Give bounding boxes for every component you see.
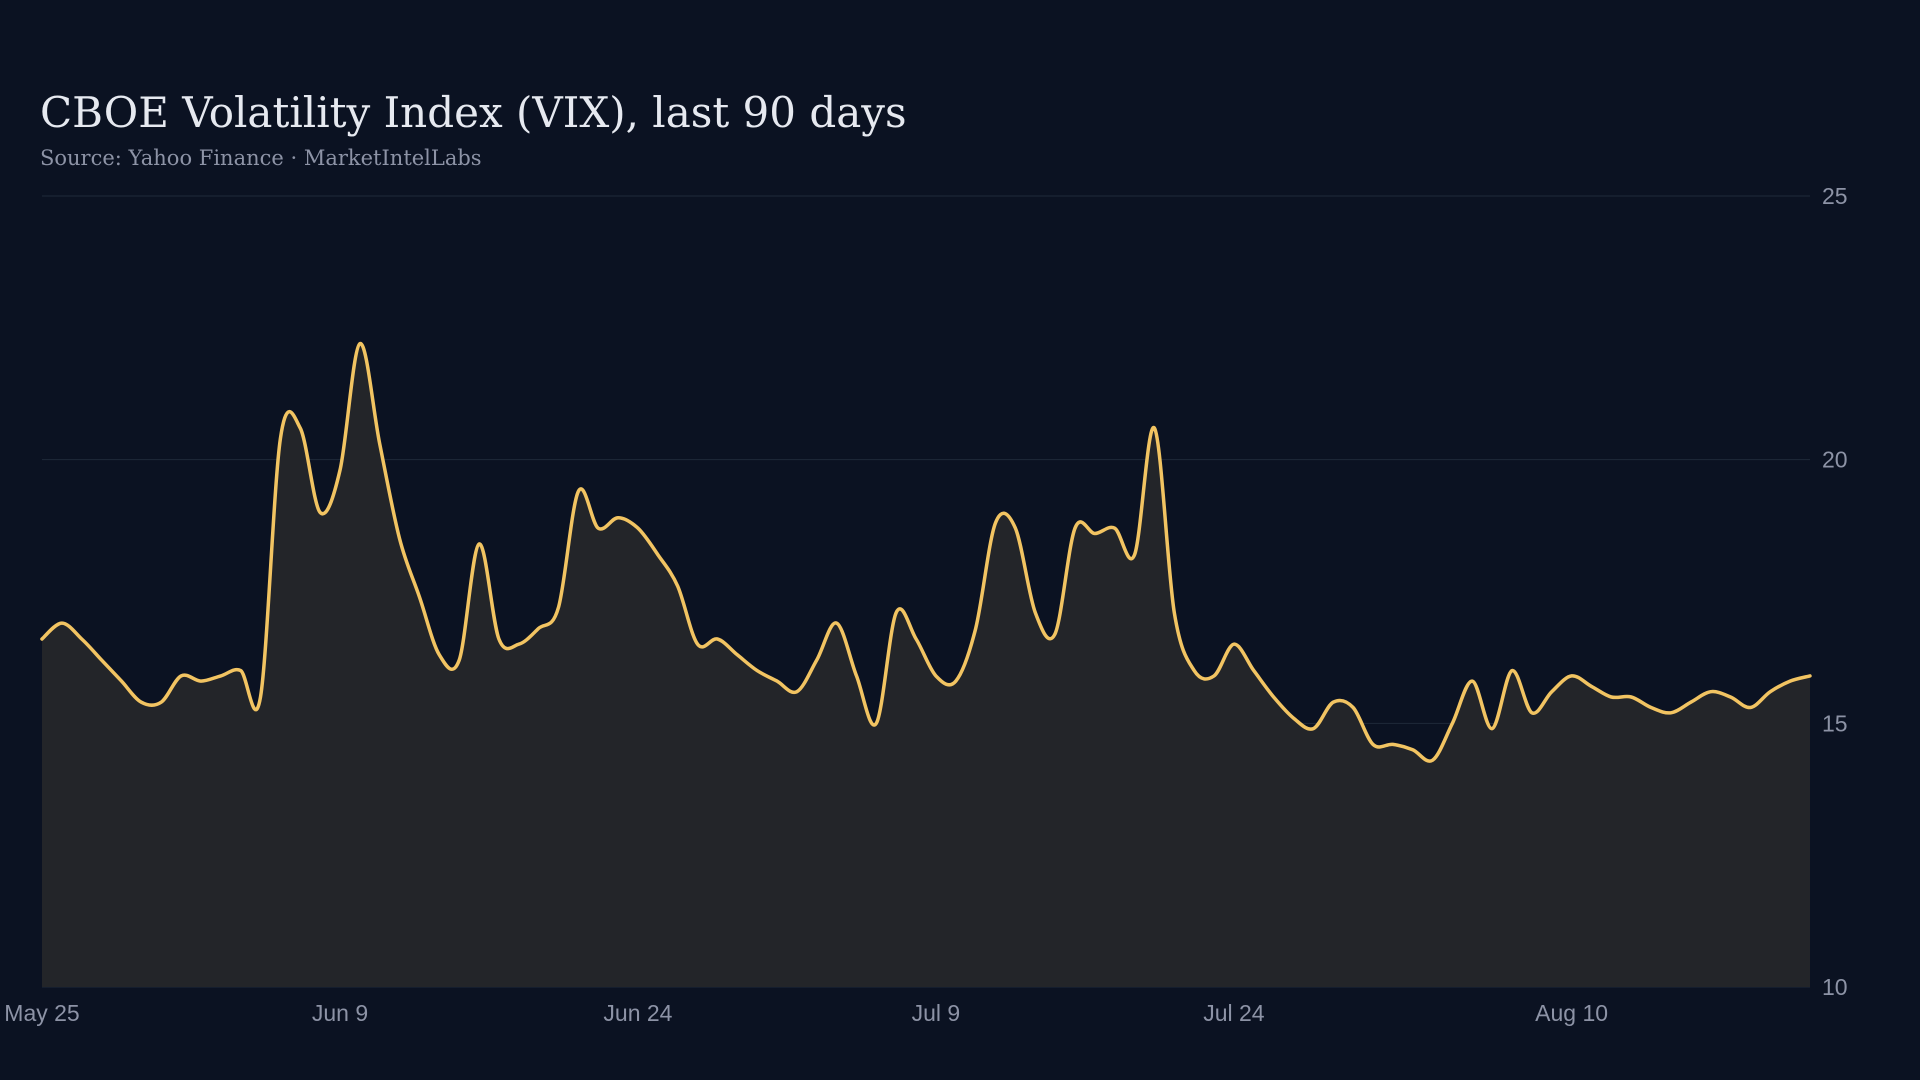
chart-title: CBOE Volatility Index (VIX), last 90 day…	[40, 88, 907, 137]
line-layer	[40, 341, 1812, 763]
y-tick-label: 10	[1822, 974, 1848, 1000]
x-tick-label: Jul 9	[912, 1000, 961, 1026]
x-tick-label: Jun 24	[603, 1000, 672, 1026]
y-axis-ticks: 10 15 20 25	[1822, 183, 1848, 1000]
y-tick-label: 20	[1822, 447, 1848, 473]
x-tick-label: May 25	[4, 1000, 79, 1026]
chart-subtitle: Source: Yahoo Finance · MarketIntelLabs	[40, 146, 482, 170]
area-layer	[42, 343, 1810, 988]
y-tick-label: 25	[1822, 183, 1848, 209]
y-tick-label: 15	[1822, 710, 1848, 736]
series-area	[42, 343, 1810, 988]
series-line	[40, 341, 1812, 763]
x-tick-label: Aug 10	[1535, 1000, 1608, 1026]
x-axis-ticks: May 25 Jun 9 Jun 24 Jul 9 Jul 24 Aug 10	[4, 1000, 1608, 1026]
x-tick-label: Jul 24	[1203, 1000, 1265, 1026]
x-tick-label: Jun 9	[312, 1000, 368, 1026]
